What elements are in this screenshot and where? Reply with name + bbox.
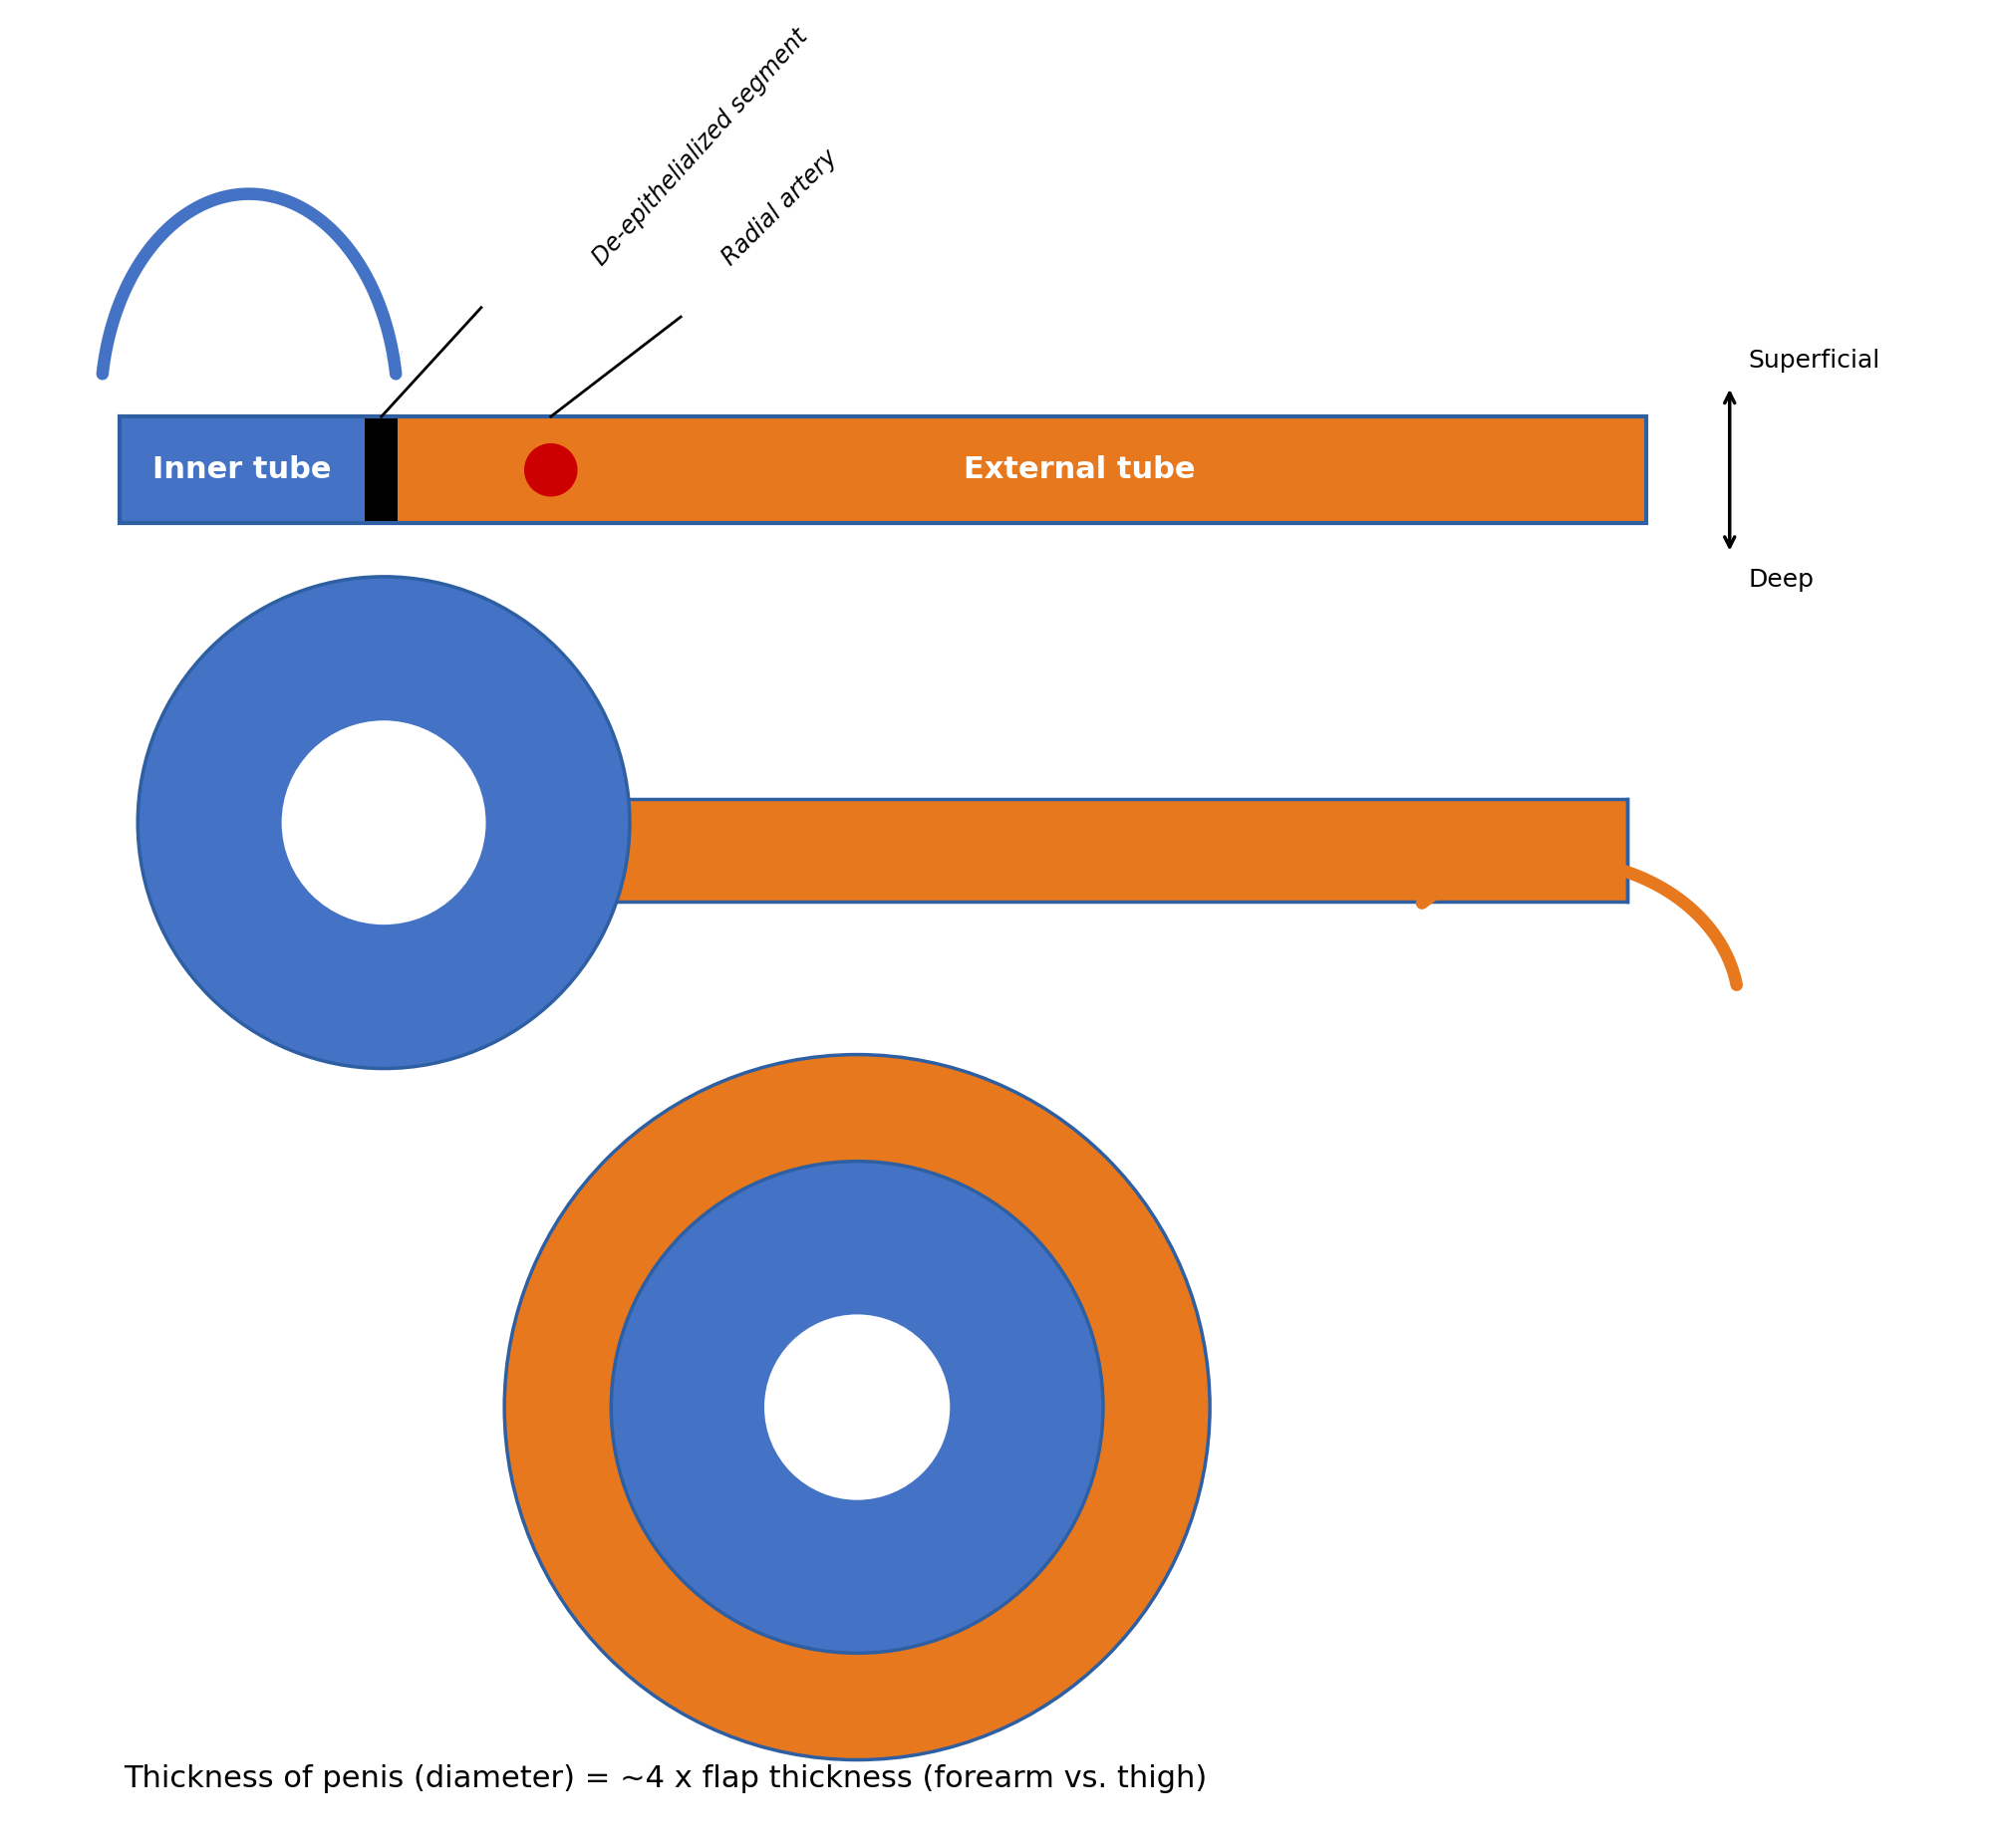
Circle shape [505,1055,1209,1759]
Text: Superficial: Superficial [1748,349,1880,373]
Bar [119,416,366,523]
Text: Deep: Deep [1748,567,1814,591]
Text: Thickness of penis (diameter) = ~4 x flap thickness (forearm vs. thigh): Thickness of penis (diameter) = ~4 x fla… [123,1765,1207,1793]
Circle shape [611,1161,1104,1654]
Circle shape [282,721,485,924]
Bar [366,416,398,523]
Bar [119,416,1647,523]
Circle shape [525,444,577,495]
Bar [402,800,1627,902]
Text: Radial artery: Radial artery [718,146,843,270]
Circle shape [137,577,631,1068]
Bar [366,416,1647,523]
Text: De-epithelialized segment: De-epithelialized segment [589,24,812,270]
Circle shape [764,1314,951,1501]
Text: Inner tube: Inner tube [153,455,332,484]
Text: External tube: External tube [965,455,1195,484]
